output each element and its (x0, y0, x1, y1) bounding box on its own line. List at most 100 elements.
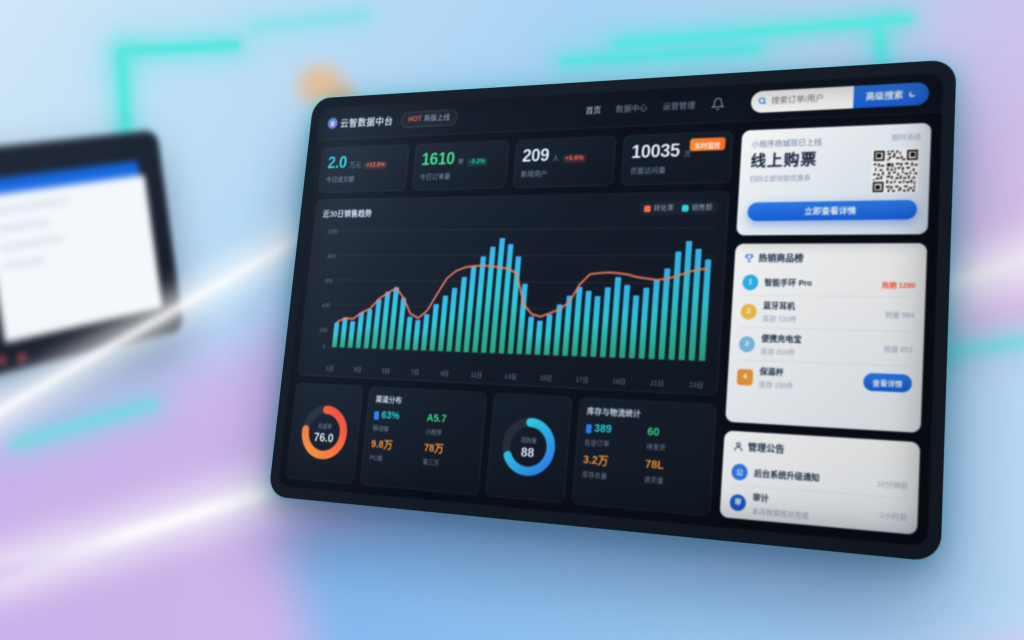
status-badge: 实时监控 (689, 137, 726, 152)
kpi-unit: 单 (457, 157, 465, 166)
search-icon (758, 97, 768, 106)
side-column: 限时活动 小程序商城现已上线 线上购票 扫码立即领取优惠券 (719, 122, 932, 535)
version-badge[interactable]: HOT 新版上线 (400, 108, 459, 128)
channel-distribution-card[interactable]: 渠道分布 63% 移动端 A5.7 小程序 (359, 386, 487, 496)
stat-label: 待发货 (645, 443, 666, 453)
trophy-icon (744, 253, 755, 263)
logo-text: 云智数据中台 (339, 115, 394, 129)
donut-left: 完成率 76.0 (296, 401, 352, 464)
tablet-device: 云智数据中台 HOT 新版上线 首页 数据中心 运营管理 (268, 59, 957, 563)
widget-row: 完成率 76.0 渠道分布 63% 移动端 (285, 382, 717, 517)
activity-donut-card[interactable]: 活跃度 88 (484, 392, 572, 504)
kpi-unit: 万元 (349, 161, 362, 170)
kpi-label: 今日订单量 (419, 172, 451, 182)
legend-label: 转化率 (653, 204, 675, 213)
legend-item-sales[interactable]: 销售额 (681, 202, 713, 212)
stat-label: 退货量 (643, 476, 664, 486)
dashboard-screen: 云智数据中台 HOT 新版上线 首页 数据中心 运营管理 (277, 72, 944, 547)
advanced-search-button[interactable]: 高级搜索 (853, 81, 930, 108)
kpi-delta: -3.2% (466, 157, 488, 167)
promo-qr-card[interactable]: 限时活动 小程序商城现已上线 线上购票 扫码立即领取优惠券 (736, 122, 932, 236)
donut-right: 活跃度 88 (496, 413, 560, 482)
avatar: 公 (731, 463, 749, 481)
app-logo[interactable]: 云智数据中台 (327, 113, 394, 130)
nav-item-data-center[interactable]: 数据中心 (615, 102, 648, 114)
chart-svg: 1000 800 600 400 200 0 (319, 219, 718, 377)
card-header: 热销商品榜 (744, 252, 917, 265)
avatar: 1 (742, 274, 759, 291)
list-item-title: 智能手环 Pro (764, 277, 813, 288)
hot-label: HOT (407, 114, 423, 124)
list-item[interactable]: 2 蓝牙耳机 库存 720件 销量 964 (739, 295, 915, 333)
kpi-unit: 人 (552, 153, 560, 163)
promo-heading: 线上购票 (750, 150, 818, 171)
list-item[interactable]: 1 智能手环 Pro 热销 1280 (741, 270, 916, 298)
avatar: 4 (736, 368, 754, 386)
x-tick: 15日 (539, 375, 553, 383)
x-tick: 9日 (440, 370, 450, 378)
x-tick: 11日 (470, 371, 483, 380)
stat-item: 9.8万 PC端 (369, 438, 419, 465)
legend-item-conversion[interactable]: 转化率 (643, 203, 675, 213)
svg-text:600: 600 (324, 279, 333, 285)
kpi-value: 10035 (630, 140, 681, 163)
sales-trend-chart-card: 近30日销售趋势 转化率 销售额 (297, 190, 730, 396)
list-item[interactable]: 4 保温杯 库存 150件 查看详情 (736, 360, 913, 400)
main-column: 2.0 万元 +12.8% 今日成交额 1610 单 -3.2% 今日订单量 (285, 130, 734, 517)
kpi-card-sales[interactable]: 2.0 万元 +12.8% 今日成交额 (317, 144, 410, 193)
list-item-title: 蓝牙耳机 (762, 300, 796, 312)
avatar: 审 (729, 493, 747, 512)
nav-item-home[interactable]: 首页 (585, 104, 602, 116)
x-tick: 23日 (689, 381, 704, 390)
card-title: 热销商品榜 (758, 252, 804, 264)
nav-item-operations[interactable]: 运营管理 (662, 99, 696, 112)
kpi-card-orders[interactable]: 1610 单 -3.2% 今日订单量 (411, 140, 510, 191)
stat-item: 3.2万 库存总量 (581, 454, 640, 483)
list-item-meta: 10分钟前 (876, 480, 909, 491)
stat-label: 在途订单 (584, 439, 610, 449)
qr-code-icon[interactable] (870, 147, 920, 194)
search-input-wrap[interactable] (750, 85, 855, 113)
kpi-label: 今日成交额 (325, 175, 355, 184)
x-tick: 17日 (575, 376, 589, 385)
dashboard-body: 2.0 万元 +12.8% 今日成交额 1610 单 -3.2% 今日订单量 (278, 113, 942, 547)
x-tick: 21日 (650, 379, 665, 388)
stat-value: 389 (593, 422, 613, 436)
stat-label: 库存总量 (581, 471, 608, 481)
inventory-logistics-card[interactable]: 库存与物流统计 389 在途订单 60 待发货 (571, 397, 717, 517)
completion-donut-card[interactable]: 完成率 76.0 (285, 382, 364, 485)
search-input[interactable] (771, 92, 845, 106)
kpi-value: 1610 (420, 149, 456, 170)
list-item-meta: 热销 1280 (881, 281, 916, 290)
chart-plot-area: 1000 800 600 400 200 0 (307, 219, 718, 377)
kpi-card-new-users[interactable]: 209 人 +5.6% 新增用户 (511, 135, 617, 189)
x-tick: 3日 (353, 366, 362, 374)
logo-mark-icon (327, 117, 339, 130)
widget-title: 渠道分布 (375, 395, 403, 406)
stat-label: 第三方 (422, 458, 440, 467)
stat-marker-icon (373, 411, 380, 420)
advanced-search-label: 高级搜索 (865, 88, 904, 102)
avatar: 3 (738, 335, 756, 352)
list-item-meta: 2小时前 (879, 511, 908, 523)
x-tick: 1日 (325, 365, 334, 373)
svg-text:200: 200 (319, 328, 328, 334)
promo-note: 扫码立即领取优惠券 (749, 175, 811, 184)
stat-value: 63% (380, 409, 401, 423)
kpi-label: 新增用户 (520, 169, 548, 179)
widget-title: 库存与物流统计 (586, 406, 642, 419)
donut-value: 76.0 (313, 429, 335, 445)
x-tick: 7日 (410, 369, 420, 377)
svg-text:400: 400 (322, 303, 331, 309)
stat-item: 78万 第三方 (422, 442, 474, 469)
kpi-card-pageviews[interactable]: 实时监控 10035 次 页面访问量 (620, 130, 734, 186)
stat-item: 78L 退货量 (643, 458, 704, 488)
view-detail-button[interactable]: 查看详情 (863, 372, 913, 393)
stat-label: PC端 (369, 454, 383, 463)
avatar: 2 (740, 303, 758, 320)
kpi-row: 2.0 万元 +12.8% 今日成交额 1610 单 -3.2% 今日订单量 (317, 130, 734, 193)
bell-icon[interactable] (711, 96, 726, 110)
stat-item: 63% 移动端 (372, 410, 422, 435)
promo-cta-button[interactable]: 立即查看详情 (747, 199, 918, 222)
badge-text: 新版上线 (423, 113, 451, 123)
